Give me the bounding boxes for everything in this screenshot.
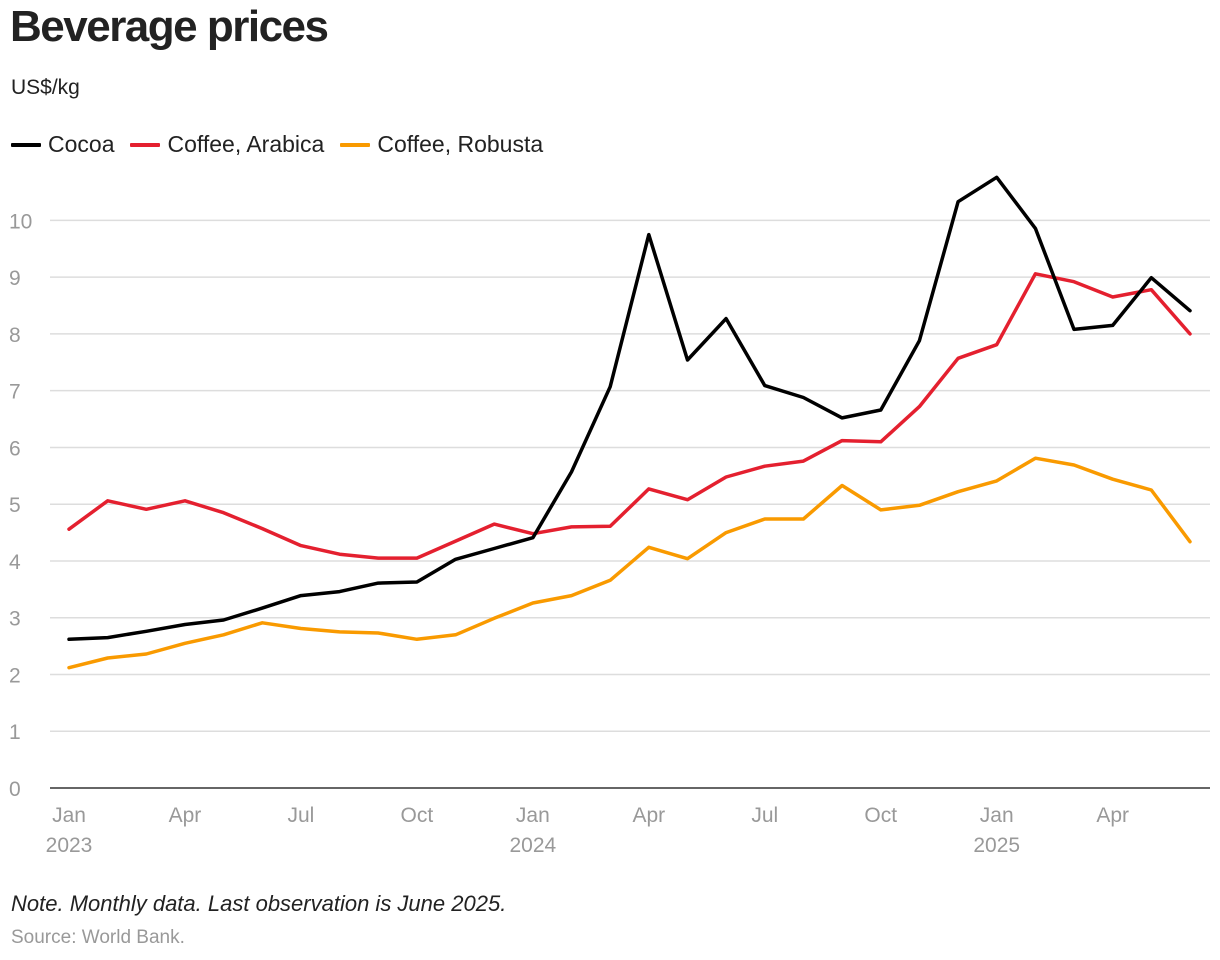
legend-item-cocoa: Cocoa — [11, 131, 114, 158]
legend-label-cocoa: Cocoa — [48, 131, 115, 157]
x-tick-label: Jul — [751, 804, 778, 827]
x-tick-year-label: 2025 — [973, 834, 1020, 857]
legend-swatch-arabica — [130, 142, 161, 147]
legend-item-arabica: Coffee, Arabica — [130, 131, 324, 158]
legend-label-arabica: Coffee, Arabica — [167, 131, 325, 157]
series-line-coffee-robusta — [67, 456, 1192, 670]
legend-swatch-cocoa — [11, 142, 41, 147]
x-tick-label: Jan — [980, 804, 1014, 827]
chart-note: Note. Monthly data. Last observation is … — [11, 891, 507, 916]
unit-label: US$/kg — [11, 76, 80, 99]
x-tick-label: Oct — [864, 804, 897, 827]
y-tick-label: 9 — [9, 267, 21, 290]
y-tick-label: 4 — [9, 551, 21, 574]
y-tick-label: 6 — [9, 437, 21, 460]
x-tick-label: Jan — [516, 804, 550, 827]
y-tick-label: 0 — [9, 778, 21, 801]
y-tick-label: 1 — [9, 721, 21, 744]
x-tick-label: Jul — [288, 804, 315, 827]
y-tick-label: 8 — [9, 324, 21, 347]
x-tick-label: Apr — [1096, 804, 1129, 827]
legend-item-robusta: Coffee, Robusta — [340, 131, 543, 158]
y-tick-label: 2 — [9, 664, 21, 687]
x-tick-label: Oct — [401, 804, 434, 827]
x-tick-label: Jan — [52, 804, 86, 827]
legend-swatch-robusta — [340, 142, 371, 147]
chart-source: Source: World Bank. — [11, 927, 185, 948]
y-tick-label: 3 — [9, 608, 21, 631]
x-tick-year-label: 2023 — [46, 834, 93, 857]
y-tick-label: 10 — [9, 210, 32, 233]
chart-title: Beverage prices — [10, 2, 329, 51]
legend: Cocoa Coffee, Arabica Coffee, Robusta — [11, 131, 559, 158]
x-tick-year-label: 2024 — [510, 834, 557, 857]
x-tick-label: Apr — [632, 804, 665, 827]
legend-label-robusta: Coffee, Robusta — [377, 131, 544, 157]
x-tick-label: Apr — [169, 804, 202, 827]
series-line-coffee-arabica — [67, 272, 1192, 560]
y-tick-label: 5 — [9, 494, 21, 517]
y-tick-label: 7 — [9, 381, 21, 404]
series-line-cocoa — [67, 175, 1192, 642]
